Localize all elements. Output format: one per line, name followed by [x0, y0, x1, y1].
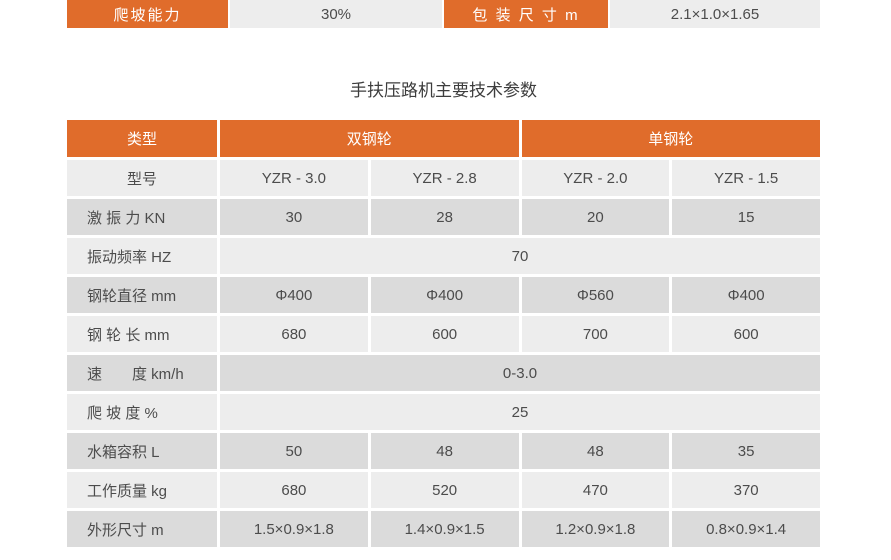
row-label-speed: 速 度 km/h — [67, 355, 217, 391]
package-size-label: 包 装 尺 寸 m — [444, 0, 608, 28]
cell-water-tank-2: 48 — [370, 433, 519, 469]
cell-drum-length-3: 700 — [521, 316, 670, 352]
cell-working-mass-3: 470 — [521, 472, 670, 508]
cell-working-mass-1: 680 — [220, 472, 368, 508]
cell-overall-dimensions-1: 1.5×0.9×1.8 — [220, 511, 368, 547]
cell-drum-length-2: 600 — [370, 316, 519, 352]
cell-drum-diameter-3: Φ560 — [521, 277, 670, 313]
cell-exciting-force-1: 30 — [220, 199, 368, 235]
row-label-overall-dimensions: 外形尺寸 m — [67, 511, 217, 547]
row-label-vibration-frequency: 振动频率 HZ — [67, 238, 217, 274]
cell-vibration-frequency: 70 — [220, 238, 820, 274]
row-label-working-mass: 工作质量 kg — [67, 472, 217, 508]
row-label-exciting-force: 激 振 力 KN — [67, 199, 217, 235]
header-type: 类型 — [67, 120, 217, 157]
cell-drum-diameter-1: Φ400 — [220, 277, 368, 313]
cell-overall-dimensions-3: 1.2×0.9×1.8 — [521, 511, 670, 547]
row-label-gradeability: 爬 坡 度 % — [67, 394, 217, 430]
package-size-value: 2.1×1.0×1.65 — [610, 0, 820, 28]
cell-drum-length-4: 600 — [672, 316, 820, 352]
row-label-drum-length: 钢 轮 长 mm — [67, 316, 217, 352]
header-double-drum: 双钢轮 — [220, 120, 519, 157]
cell-overall-dimensions-4: 0.8×0.9×1.4 — [672, 511, 820, 547]
cell-drum-diameter-2: Φ400 — [370, 277, 519, 313]
header-single-drum: 单钢轮 — [521, 120, 820, 157]
cell-drum-length-1: 680 — [220, 316, 368, 352]
row-label-model: 型号 — [67, 160, 217, 196]
cell-model-4: YZR - 1.5 — [672, 160, 820, 196]
row-label-drum-diameter: 钢轮直径 mm — [67, 277, 217, 313]
cell-gradeability: 25 — [220, 394, 820, 430]
cell-drum-diameter-4: Φ400 — [672, 277, 820, 313]
spec-table: 类型 双钢轮 单钢轮 型号 YZR - 3.0 YZR - 2.8 YZR - … — [67, 120, 820, 547]
cell-working-mass-4: 370 — [672, 472, 820, 508]
cell-water-tank-4: 35 — [672, 433, 820, 469]
cell-speed: 0-3.0 — [220, 355, 820, 391]
cell-exciting-force-2: 28 — [370, 199, 519, 235]
cell-model-2: YZR - 2.8 — [370, 160, 519, 196]
cell-water-tank-3: 48 — [521, 433, 670, 469]
climb-ability-value: 30% — [230, 0, 442, 28]
cell-model-1: YZR - 3.0 — [220, 160, 368, 196]
page-title: 手扶压路机主要技术参数 — [350, 81, 537, 100]
cell-overall-dimensions-2: 1.4×0.9×1.5 — [370, 511, 519, 547]
upper-spec-strip: 爬坡能力 30% 包 装 尺 寸 m 2.1×1.0×1.65 — [67, 0, 820, 28]
cell-exciting-force-4: 15 — [672, 199, 820, 235]
cell-model-3: YZR - 2.0 — [521, 160, 670, 196]
cell-water-tank-1: 50 — [220, 433, 368, 469]
row-label-water-tank: 水箱容积 L — [67, 433, 217, 469]
cell-exciting-force-3: 20 — [521, 199, 670, 235]
climb-ability-label: 爬坡能力 — [67, 0, 228, 28]
cell-working-mass-2: 520 — [370, 472, 519, 508]
